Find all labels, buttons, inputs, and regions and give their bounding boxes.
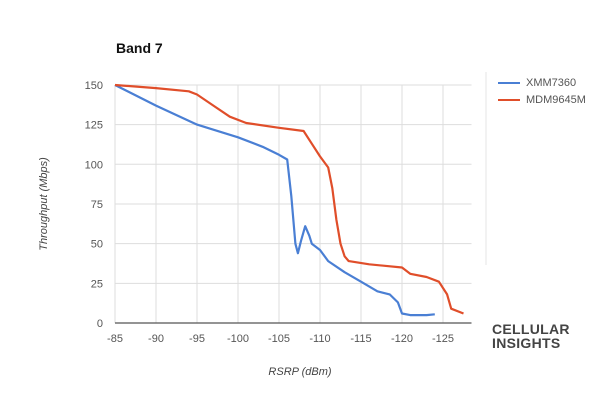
series-lines xyxy=(114,83,464,317)
svg-text:-105: -105 xyxy=(268,333,290,345)
svg-text:150: 150 xyxy=(85,80,103,92)
svg-text:0: 0 xyxy=(97,318,103,330)
x-axis-ticks: -85 -90 -95 -100 -105 -110 -115 -120 -125 xyxy=(107,333,454,345)
legend-item-xmm7360: XMM7360 xyxy=(498,74,586,91)
y-axis-label: Throughput (Mbps) xyxy=(38,157,50,251)
brand-logo: CELLULAR INSIGHTS xyxy=(492,321,570,351)
svg-text:100: 100 xyxy=(85,159,103,171)
svg-text:-100: -100 xyxy=(227,333,249,345)
svg-text:-110: -110 xyxy=(309,333,330,345)
svg-text:125: 125 xyxy=(85,120,103,132)
legend-swatch-red xyxy=(498,98,520,101)
series-line-mdm9645m xyxy=(114,83,464,315)
series-line-xmm7360 xyxy=(114,84,435,317)
svg-text:-125: -125 xyxy=(432,333,454,345)
svg-text:-95: -95 xyxy=(189,333,205,345)
legend: XMM7360 MDM9645M xyxy=(498,74,586,108)
svg-text:25: 25 xyxy=(91,278,103,290)
svg-text:75: 75 xyxy=(91,199,103,211)
svg-text:-120: -120 xyxy=(391,333,413,345)
chart-title: Band 7 xyxy=(116,40,163,56)
svg-text:-85: -85 xyxy=(107,333,123,345)
gridlines xyxy=(114,72,487,324)
svg-text:-90: -90 xyxy=(148,333,164,345)
legend-item-mdm9645m: MDM9645M xyxy=(498,91,586,108)
svg-text:-115: -115 xyxy=(350,333,371,345)
svg-text:50: 50 xyxy=(91,239,103,251)
x-axis-label: RSRP (dBm) xyxy=(268,366,331,378)
legend-swatch-blue xyxy=(498,81,520,84)
y-axis-ticks: 0 25 50 75 100 125 150 xyxy=(85,80,103,330)
